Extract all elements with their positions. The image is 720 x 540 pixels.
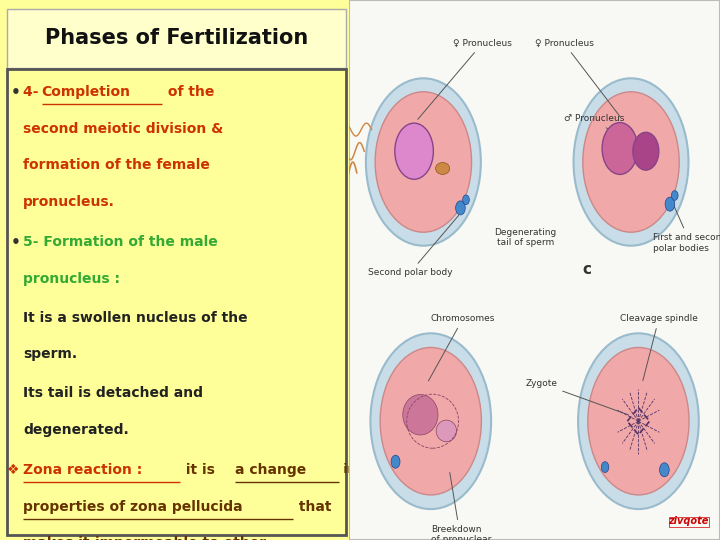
Circle shape [588, 348, 689, 495]
Text: in: in [338, 463, 356, 476]
Text: pronucleus :: pronucleus : [23, 272, 120, 286]
Circle shape [456, 201, 465, 215]
Text: c: c [582, 262, 591, 278]
Circle shape [395, 123, 433, 179]
Text: It is a swollen nucleus of the: It is a swollen nucleus of the [23, 310, 248, 325]
Text: Zygote: Zygote [526, 379, 629, 415]
Text: Completion: Completion [42, 85, 130, 99]
Text: degenerated.: degenerated. [23, 423, 129, 437]
Text: Second polar body: Second polar body [368, 215, 459, 277]
Circle shape [602, 123, 638, 174]
Text: sperm.: sperm. [23, 347, 77, 361]
Circle shape [375, 92, 472, 232]
Text: Degenerating
tail of sperm: Degenerating tail of sperm [494, 228, 557, 247]
Circle shape [578, 333, 699, 509]
Ellipse shape [402, 394, 438, 435]
Text: Phases of Fertilization: Phases of Fertilization [45, 28, 308, 49]
Circle shape [582, 92, 679, 232]
Circle shape [574, 78, 688, 246]
Text: ♀ Pronucleus: ♀ Pronucleus [418, 39, 512, 119]
FancyBboxPatch shape [0, 0, 353, 540]
Text: pronucleus.: pronucleus. [23, 195, 114, 209]
Circle shape [366, 78, 481, 246]
Text: ♀ Pronucleus: ♀ Pronucleus [534, 39, 620, 117]
Text: it is: it is [181, 463, 220, 477]
Circle shape [463, 195, 469, 205]
Circle shape [665, 197, 675, 211]
Text: formation of the female: formation of the female [23, 158, 210, 172]
Text: zivqote: zivqote [668, 516, 709, 526]
FancyBboxPatch shape [349, 0, 720, 540]
Text: Zona reaction :: Zona reaction : [23, 463, 142, 477]
Circle shape [633, 132, 659, 170]
Text: First and second
polar bodies: First and second polar bodies [653, 204, 720, 253]
Circle shape [601, 462, 609, 472]
Text: impermeable to other: impermeable to other [95, 536, 266, 540]
Circle shape [660, 463, 669, 477]
FancyBboxPatch shape [7, 69, 346, 535]
Text: 4-: 4- [23, 85, 43, 99]
Text: •: • [11, 235, 20, 251]
Text: that: that [294, 500, 331, 514]
Text: Cleavage spindle: Cleavage spindle [620, 314, 698, 381]
Text: second meiotic division &: second meiotic division & [23, 122, 223, 136]
FancyBboxPatch shape [7, 9, 346, 68]
Text: of the: of the [163, 85, 215, 99]
Circle shape [672, 191, 678, 200]
Text: Breekdown
of pronuclear
membranes: Breekdown of pronuclear membranes [431, 472, 491, 540]
Text: properties of zona pellucida: properties of zona pellucida [23, 500, 243, 514]
Text: 5- Formation of the male: 5- Formation of the male [23, 235, 217, 249]
Text: makes it: makes it [23, 536, 94, 540]
Circle shape [380, 348, 482, 495]
Text: •: • [11, 85, 20, 100]
Text: ♂ Pronucleus: ♂ Pronucleus [564, 114, 646, 158]
Text: Chromosomes: Chromosomes [428, 314, 495, 381]
Circle shape [370, 333, 491, 509]
Circle shape [391, 455, 400, 468]
Text: Its tail is detached and: Its tail is detached and [23, 386, 203, 400]
Text: a change: a change [235, 463, 306, 477]
Text: ❖: ❖ [7, 463, 19, 477]
Ellipse shape [436, 163, 450, 174]
Ellipse shape [436, 420, 456, 442]
